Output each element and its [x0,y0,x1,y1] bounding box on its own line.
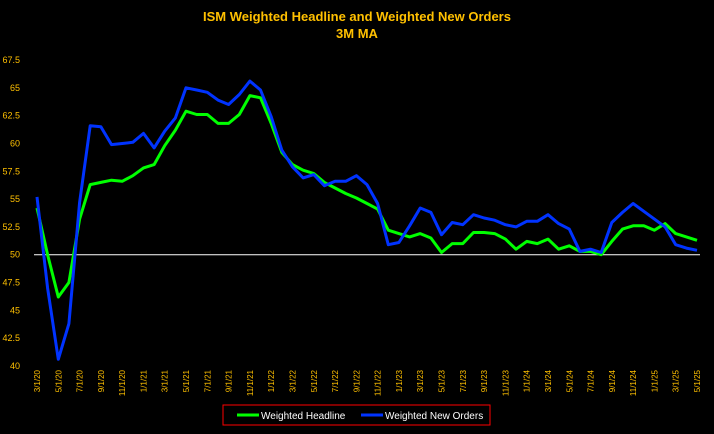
x-tick-label: 5/1/23 [438,369,447,392]
y-tick-label: 60 [10,138,20,148]
x-tick-label: 3/1/20 [33,369,42,392]
x-tick-label: 11/1/23 [501,369,510,396]
x-tick-label: 9/1/23 [480,369,489,392]
y-tick-label: 62.5 [2,111,20,121]
x-tick-label: 1/1/21 [139,369,148,392]
y-tick-label: 45 [10,305,20,315]
x-tick-label: 11/1/22 [374,369,383,396]
y-tick-label: 42.5 [2,333,20,343]
y-tick-label: 47.5 [2,278,20,288]
x-tick-label: 5/1/22 [310,369,319,392]
y-axis-ticks: 40 42.5 45 47.5 50 52.5 55 57.5 60 62.5 65 67.5 [2,55,20,371]
x-tick-label: 5/1/20 [54,369,63,392]
y-tick-label: 40 [10,361,20,371]
x-tick-label: 3/1/24 [544,369,553,392]
chart-subtitle: 3M MA [336,26,379,41]
y-tick-label: 67.5 [2,55,20,65]
y-tick-label: 50 [10,250,20,260]
x-tick-label: 3/1/21 [161,369,170,392]
x-tick-label: 11/1/20 [118,369,127,396]
x-tick-label: 1/1/25 [650,369,659,392]
x-tick-label: 5/1/24 [565,369,574,392]
x-tick-label: 7/1/24 [587,369,596,392]
y-tick-label: 57.5 [2,166,20,176]
series-lines [35,79,698,361]
x-tick-label: 9/1/21 [225,369,234,392]
legend-label-weighted-new-orders: Weighted New Orders [385,411,483,422]
x-tick-label: 9/1/24 [608,369,617,392]
legend: Weighted Headline Weighted New Orders [222,404,491,426]
chart-title: ISM Weighted Headline and Weighted New O… [203,9,511,24]
x-tick-label: 3/1/25 [672,369,681,392]
legend-border [222,404,491,426]
x-tick-label: 11/1/21 [246,369,255,396]
y-tick-label: 52.5 [2,222,20,232]
x-tick-label: 5/1/21 [182,369,191,392]
x-tick-label: 7/1/20 [76,369,85,392]
x-tick-label: 1/1/23 [395,369,404,392]
x-tick-label: 7/1/21 [203,369,212,392]
x-tick-label: 3/1/22 [288,369,297,392]
x-tick-label: 1/1/24 [523,369,532,392]
x-tick-label: 5/1/25 [693,369,702,392]
x-tick-label: 11/1/24 [629,369,638,396]
x-tick-label: 3/1/23 [416,369,425,392]
x-tick-label: 7/1/22 [331,369,340,392]
x-tick-label: 9/1/20 [97,369,106,392]
x-tick-label: 7/1/23 [459,369,468,392]
legend-label-weighted-headline: Weighted Headline [261,411,346,422]
x-tick-label: 1/1/22 [267,369,276,392]
y-tick-label: 65 [10,83,20,93]
series-line-weighted-new-orders [35,79,698,361]
x-axis-ticks: 3/1/20 5/1/20 7/1/20 9/1/20 11/1/20 1/1/21 3/1… [33,369,702,396]
y-tick-label: 55 [10,194,20,204]
x-tick-label: 9/1/22 [352,369,361,392]
